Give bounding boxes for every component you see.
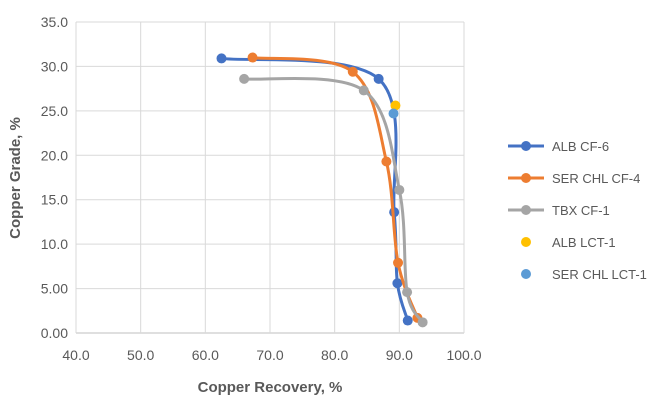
legend-label: TBX CF-1 — [552, 203, 610, 218]
legend-label: ALB CF-6 — [552, 139, 609, 154]
x-tick-label: 90.0 — [386, 347, 413, 363]
x-tick-label: 70.0 — [256, 347, 283, 363]
data-point — [394, 184, 405, 195]
data-point — [247, 52, 258, 63]
legend-item: SER CHL LCT-1 — [521, 267, 647, 282]
y-tick-label: 20.0 — [41, 147, 68, 163]
y-axis-tick-labels: 0.00 5.00 10.0 15.0 20.0 25.0 30.0 35.0 — [41, 14, 68, 341]
data-point — [347, 66, 358, 77]
x-tick-label: 40.0 — [62, 347, 89, 363]
y-tick-label: 0.00 — [41, 325, 68, 341]
data-point — [239, 73, 250, 84]
y-tick-label: 5.00 — [41, 281, 68, 297]
series-alb-lct-1 — [390, 100, 401, 111]
data-point — [402, 287, 413, 298]
data-point — [393, 257, 404, 268]
y-axis-title: Copper Grade, % — [7, 117, 24, 239]
legend-item: ALB LCT-1 — [521, 235, 616, 250]
y-tick-label: 30.0 — [41, 58, 68, 74]
data-point — [373, 73, 384, 84]
legend-item: SER CHL CF-4 — [508, 171, 640, 186]
y-tick-label: 35.0 — [41, 14, 68, 30]
y-tick-label: 10.0 — [41, 236, 68, 252]
data-point — [392, 278, 403, 289]
legend-marker — [521, 141, 531, 151]
x-tick-label: 100.0 — [446, 347, 481, 363]
data-point — [417, 317, 428, 328]
legend-label: ALB LCT-1 — [552, 235, 616, 250]
legend-marker — [521, 269, 531, 279]
data-point — [358, 85, 369, 96]
legend-label: SER CHL LCT-1 — [552, 267, 647, 282]
data-point — [216, 53, 227, 64]
x-axis-tick-labels: 40.0 50.0 60.0 70.0 80.0 90.0 100.0 — [62, 347, 481, 363]
x-axis-title: Copper Recovery, % — [198, 379, 343, 396]
legend-marker — [521, 205, 531, 215]
series-line — [242, 76, 425, 324]
series-ser-chl-lct-1 — [388, 108, 399, 119]
x-tick-label: 80.0 — [321, 347, 348, 363]
legend-marker — [521, 237, 531, 247]
x-tick-label: 60.0 — [192, 347, 219, 363]
y-tick-label: 25.0 — [41, 103, 68, 119]
legend: ALB CF-6 SER CHL CF-4 TBX CF-1 ALB LCT-1 SER… — [508, 139, 647, 282]
series-tbx-cf-1 — [239, 73, 428, 328]
data-point — [388, 108, 399, 119]
legend-marker — [521, 173, 531, 183]
series-alb-cf-6 — [216, 53, 413, 326]
data-point — [381, 156, 392, 167]
x-tick-label: 50.0 — [127, 347, 154, 363]
series-line — [220, 56, 410, 323]
legend-label: SER CHL CF-4 — [552, 171, 640, 186]
legend-item: ALB CF-6 — [508, 139, 609, 154]
y-tick-label: 15.0 — [41, 192, 68, 208]
legend-item: TBX CF-1 — [508, 203, 610, 218]
data-point — [402, 315, 413, 326]
plot-area — [216, 52, 428, 328]
data-point — [390, 100, 401, 111]
